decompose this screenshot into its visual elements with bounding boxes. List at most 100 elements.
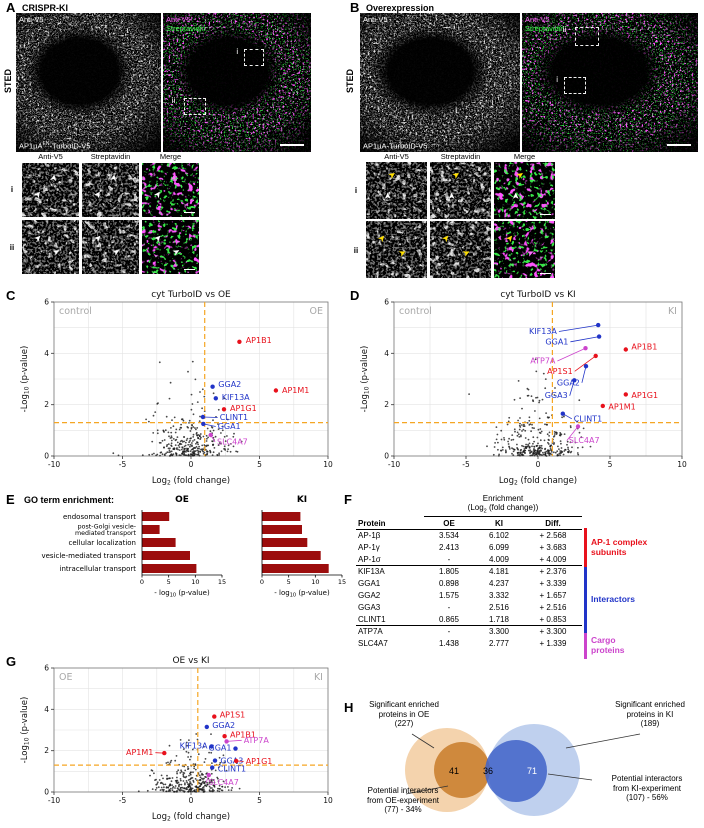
inset-a-ii-streptavidin: ➤ ➤ — [82, 220, 139, 274]
svg-text:4: 4 — [384, 349, 389, 358]
label-SLC4A7: SLC4A7 — [569, 436, 600, 445]
inset-header-merge: Merge — [513, 152, 536, 161]
construct-post: -TurboID-V5 — [49, 141, 91, 150]
microscopy-speckles — [142, 220, 199, 274]
construct-sup: EN — [42, 140, 50, 147]
svg-text:-5: -5 — [119, 796, 127, 805]
construct-pre: AP1µA — [19, 141, 43, 150]
x-axis-label: Log2 (fold change) — [499, 476, 577, 487]
y-axis-label: -Log10 (p-value) — [20, 346, 31, 413]
cell-shading — [163, 13, 311, 152]
point-AP1M1 — [162, 750, 167, 756]
svg-text:15: 15 — [338, 578, 346, 586]
point-AP1S1 — [212, 714, 217, 719]
table-row-ATP7A: ATP7A -3.300 + 3.300 — [358, 627, 567, 637]
point-GGA1 — [233, 746, 238, 751]
label-AP1S1: AP1S1 — [220, 711, 246, 720]
venn-circle-ki-interactors — [485, 740, 547, 802]
streptavidin-tag: Streptavidin — [525, 24, 565, 33]
point-CLINT1 — [560, 411, 565, 416]
sted-merge-image-ki: Anti-V5 Streptavidin i ii — [163, 13, 311, 152]
go-bar-KI-1 — [262, 525, 302, 534]
cell-shading — [16, 13, 161, 152]
col-ki: KI — [474, 518, 524, 531]
point-AP1G1 — [221, 407, 227, 412]
arrow-icon: ➤ — [108, 173, 121, 183]
arrow-icon: ➤ — [447, 192, 458, 200]
point-SLC4A7 — [575, 424, 581, 429]
svg-text:-5: -5 — [119, 460, 127, 469]
construct-label-oe: AP1µA-TurboID-V5 — [363, 141, 428, 150]
roi-box-i: i — [236, 47, 265, 67]
svg-text:-10: -10 — [388, 460, 400, 469]
svg-text:0: 0 — [260, 578, 264, 586]
svg-text:10: 10 — [323, 796, 333, 805]
label-CLINT1: CLINT1 — [218, 764, 246, 773]
label-AP1G1: AP1G1 — [631, 391, 658, 400]
inset-b-i-antiv5: ➤ ➤ — [366, 162, 427, 219]
label-AP1B1: AP1B1 — [631, 342, 657, 351]
group-label-red: AP-1 complex subunits — [591, 536, 648, 557]
construct-post: -TurboID-V5 — [386, 141, 428, 150]
label-GGA2: GGA2 — [557, 378, 580, 387]
svg-text:15: 15 — [218, 578, 226, 586]
inset-header-antiv5: Anti-V5 — [384, 152, 409, 161]
x-axis-label: Log2 (fold change) — [152, 476, 230, 487]
go-category: cellular localization — [69, 539, 136, 547]
venn-label-oe: Significant enriched proteins in OE (227… — [369, 700, 439, 729]
go-category: endosomal transport — [63, 513, 136, 521]
sted-image-antiv5-ki: Anti-V5 AP1µAEN-TurboID-V5 — [16, 13, 161, 152]
label-KIF13A: KIF13A — [529, 327, 557, 336]
arrow-icon: ➤ — [511, 192, 522, 200]
svg-text:6: 6 — [44, 664, 49, 673]
inset-header-merge: Merge — [159, 152, 182, 161]
inset-a-ii-antiv5: ➤ ➤ — [22, 220, 79, 274]
roi-label-ii: ii — [562, 24, 567, 34]
corner-label-left: control — [399, 306, 432, 317]
microscopy-speckles — [22, 220, 79, 274]
anti-v5-tag: Anti-V5 — [525, 15, 550, 24]
go-category: post-Golgi vesicle- — [78, 523, 136, 530]
panel-letter-h: H — [344, 700, 354, 715]
venn-count-1: 36 — [483, 766, 493, 776]
point-GGA3 — [572, 378, 577, 383]
inset-a-ii-merge: ➤ ➤ — [142, 220, 199, 274]
scale-bar — [184, 211, 195, 213]
svg-text:5: 5 — [257, 796, 262, 805]
venn-svg: 41 36 71 — [405, 724, 641, 816]
table-row-AP-1β: AP-1β 3.534 6.102 + 2.568 — [358, 531, 567, 541]
microscopy-speckles — [366, 221, 427, 278]
inset-b-ii-streptavidin: ➤ ➤ — [430, 221, 491, 278]
point-CLINT1 — [200, 414, 206, 420]
label-KIF13A: KIF13A — [180, 742, 208, 751]
label-AP1G1: AP1G1 — [230, 404, 257, 413]
label-ATP7A: ATP7A — [244, 736, 270, 745]
label-GGA1: GGA1 — [209, 744, 232, 753]
svg-text:5: 5 — [257, 460, 262, 469]
label-GGA1: GGA1 — [218, 422, 241, 431]
point-AP1S1 — [593, 353, 598, 359]
y-axis-label: -Log10 (p-value) — [360, 346, 371, 413]
microscopy-speckles — [366, 162, 427, 219]
enrichment-header-line1: Enrichment — [482, 494, 524, 503]
enrichment-table-header: Enrichment (Log2 (fold change)) — [424, 494, 582, 518]
series-title-OE: OE — [175, 495, 189, 505]
scale-bar — [184, 268, 195, 270]
label-AP1M1: AP1M1 — [608, 403, 635, 412]
point-GGA2 — [204, 724, 209, 730]
svg-text:-10: -10 — [48, 796, 60, 805]
go-bar-OE-3 — [142, 551, 190, 560]
table-row-GGA2: GGA2 1.575 3.332 + 1.657 — [358, 591, 567, 601]
point-KIF13A — [209, 744, 214, 749]
go-bar-OE-1 — [142, 525, 160, 534]
cell-shading — [522, 13, 698, 152]
svg-text:0: 0 — [140, 578, 144, 586]
svg-text:10: 10 — [677, 460, 687, 469]
table-row-CLINT1: CLINT1 0.865 1.718 + 0.853 — [356, 613, 582, 627]
label-AP1G1: AP1G1 — [246, 757, 273, 766]
anti-v5-tag: Anti-V5 — [166, 15, 191, 24]
corner-label-left: control — [59, 306, 92, 317]
sted-label-a: STED — [3, 69, 13, 94]
inset-a-i-streptavidin: ➤ ➤ — [82, 163, 139, 217]
label-AP1B1: AP1B1 — [246, 336, 272, 345]
